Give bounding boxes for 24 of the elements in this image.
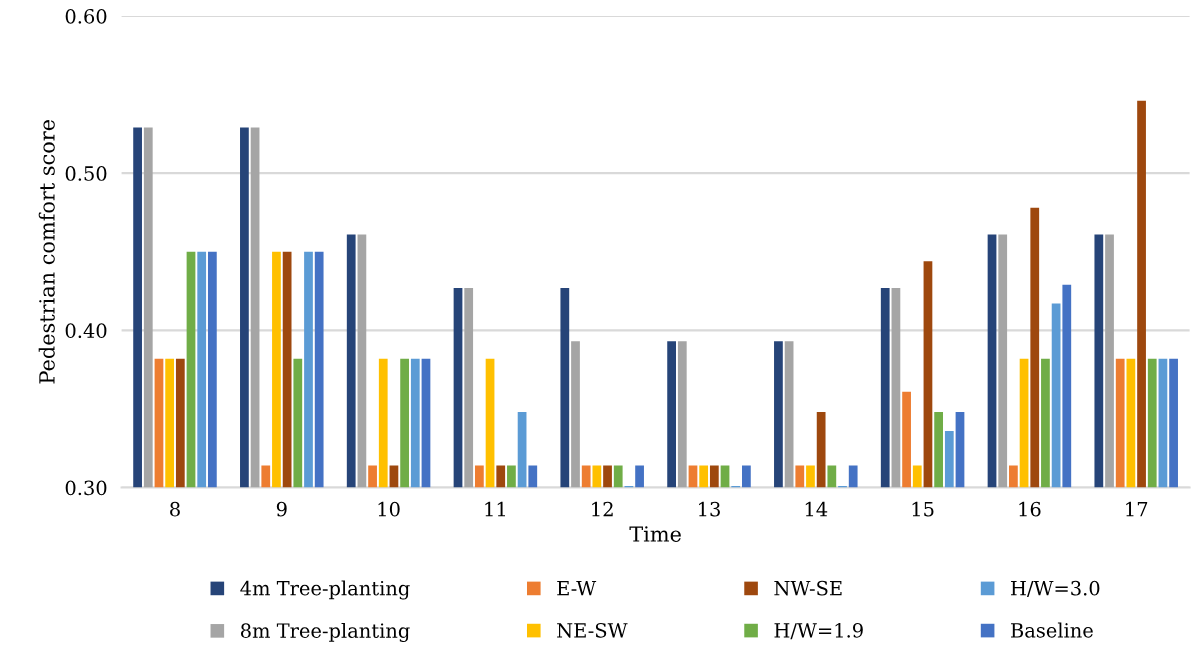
legend-label: H/W=1.9 [774, 622, 863, 640]
x-tick-label: 12 [592, 501, 613, 517]
x-tick-label: 14 [805, 501, 828, 517]
legend-label: H/W=3.0 [1011, 580, 1100, 598]
legend-label: NW-SE [774, 580, 842, 596]
y-axis-title: Pedestrian comfort score [38, 119, 55, 384]
x-tick-label: 13 [699, 501, 720, 517]
legend-label: Baseline [1011, 622, 1093, 638]
y-tick-label: 0.30 [65, 480, 107, 496]
x-tick-label: 10 [378, 501, 400, 517]
y-tick-label: 0.40 [65, 323, 107, 338]
legend-label: 4m Tree-planting [240, 580, 410, 600]
legend-label: NE-SW [557, 622, 628, 638]
x-tick-label: 15 [912, 501, 934, 517]
x-tick-label: 8 [170, 501, 180, 517]
x-tick-label: 16 [1019, 501, 1041, 517]
y-tick-label: 0.60 [65, 8, 107, 24]
x-tick-label: 9 [276, 501, 287, 517]
x-tick-label: 17 [1126, 501, 1148, 517]
x-axis-title: Time [629, 526, 681, 542]
legend-label: 8m Tree-planting [240, 622, 410, 642]
legend-label: E-W [557, 581, 597, 596]
y-tick-label: 0.50 [65, 166, 107, 181]
x-tick-label: 11 [485, 501, 505, 517]
